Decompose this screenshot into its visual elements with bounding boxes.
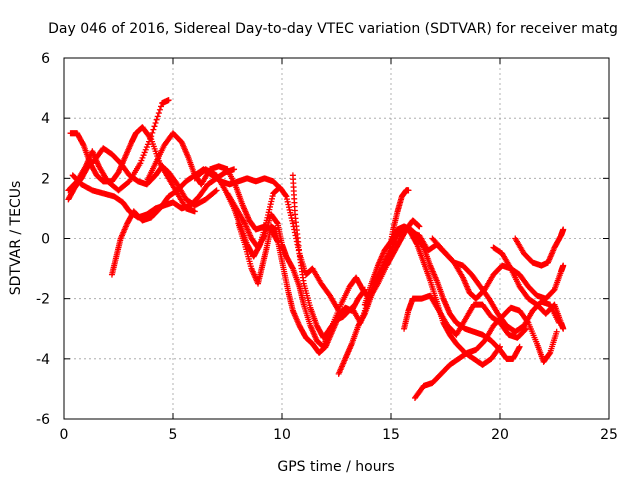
axis-ticks: 0 5 10 15 20 25 -6 -4 -2 0 2 4 6 bbox=[36, 51, 618, 443]
data-point-marker bbox=[139, 154, 146, 161]
data-point-marker bbox=[560, 325, 567, 332]
data-point-marker bbox=[287, 209, 294, 216]
data-point-marker bbox=[149, 129, 156, 136]
x-tick-label: 25 bbox=[600, 427, 618, 443]
data-point-marker bbox=[515, 345, 522, 352]
data-point-marker bbox=[283, 193, 290, 200]
data-point-marker bbox=[138, 157, 145, 164]
data-point-marker bbox=[231, 166, 238, 173]
series-arc-14 bbox=[401, 292, 530, 341]
data-point-marker bbox=[285, 204, 292, 211]
data-point-marker bbox=[153, 116, 160, 123]
data-point-marker bbox=[285, 201, 292, 208]
series-arc-9 bbox=[235, 220, 368, 356]
data-point-marker bbox=[144, 141, 151, 148]
data-point-marker bbox=[155, 110, 162, 117]
series-arc-3 bbox=[65, 145, 220, 209]
data-point-marker bbox=[79, 141, 86, 148]
data-point-marker bbox=[560, 226, 567, 233]
data-point-marker bbox=[212, 188, 219, 195]
data-point-marker bbox=[516, 343, 523, 350]
data-point-marker bbox=[137, 160, 144, 167]
data-point-marker bbox=[165, 97, 172, 104]
data-point-marker bbox=[294, 241, 301, 248]
data-point-marker bbox=[143, 144, 150, 151]
y-tick-label: 0 bbox=[41, 232, 50, 248]
data-point-marker bbox=[553, 328, 560, 335]
chart-title: Day 046 of 2016, Sidereal Day-to-day VTE… bbox=[48, 21, 618, 37]
data-point-marker bbox=[266, 206, 273, 213]
x-tick-label: 10 bbox=[273, 427, 291, 443]
data-point-marker bbox=[147, 135, 154, 142]
data-marks bbox=[65, 97, 567, 401]
data-point-marker bbox=[361, 311, 368, 318]
data-point-marker bbox=[268, 195, 275, 202]
grid bbox=[64, 58, 609, 419]
data-point-marker bbox=[289, 264, 296, 271]
data-point-marker bbox=[267, 203, 274, 210]
data-point-marker bbox=[267, 201, 274, 208]
data-point-marker bbox=[289, 217, 296, 224]
data-point-marker bbox=[158, 103, 165, 110]
data-point-marker bbox=[496, 345, 503, 352]
x-tick-label: 15 bbox=[382, 427, 400, 443]
data-point-marker bbox=[273, 219, 280, 226]
y-tick-label: -6 bbox=[36, 412, 50, 428]
data-point-marker bbox=[284, 196, 291, 203]
data-point-marker bbox=[151, 123, 158, 130]
data-point-marker bbox=[522, 326, 529, 333]
series-arc-7 bbox=[191, 166, 342, 314]
data-point-marker bbox=[268, 198, 275, 205]
data-point-marker bbox=[497, 343, 503, 350]
series-arc-2 bbox=[67, 124, 198, 215]
y-tick-label: 2 bbox=[41, 171, 50, 187]
series-arc-5 bbox=[108, 166, 285, 278]
y-tick-label: 6 bbox=[41, 51, 50, 67]
x-tick-label: 5 bbox=[169, 427, 178, 443]
data-point-marker bbox=[142, 146, 149, 153]
series-arc-17 bbox=[429, 235, 567, 302]
y-axis-label: SDTVAR / TECUs bbox=[8, 181, 24, 296]
data-point-marker bbox=[524, 318, 531, 325]
data-point-marker bbox=[546, 350, 553, 357]
data-point-marker bbox=[405, 187, 412, 194]
y-tick-label: -4 bbox=[36, 352, 50, 368]
data-point-marker bbox=[150, 126, 157, 133]
data-point-marker bbox=[213, 187, 220, 194]
x-tick-label: 20 bbox=[491, 427, 509, 443]
data-point-marker bbox=[191, 208, 198, 215]
data-point-marker bbox=[260, 233, 267, 240]
y-tick-label: 4 bbox=[41, 111, 50, 127]
series-arc-6 bbox=[143, 130, 281, 245]
series-arc-16 bbox=[411, 304, 560, 401]
data-point-marker bbox=[413, 240, 420, 247]
series-arc-10 bbox=[289, 172, 423, 341]
data-point-marker bbox=[156, 106, 163, 113]
data-point-marker bbox=[560, 262, 567, 269]
data-point-marker bbox=[416, 223, 423, 230]
y-tick-label: -2 bbox=[36, 292, 50, 308]
data-point-marker bbox=[269, 193, 276, 200]
data-point-marker bbox=[286, 206, 293, 213]
x-axis-label: GPS time / hours bbox=[277, 459, 394, 475]
data-point-marker bbox=[152, 119, 159, 126]
series-arc-13 bbox=[385, 187, 412, 257]
x-tick-label: 0 bbox=[60, 427, 69, 443]
data-point-marker bbox=[289, 220, 296, 227]
data-point-marker bbox=[284, 198, 291, 205]
data-point-marker bbox=[328, 323, 335, 330]
data-point-marker bbox=[140, 152, 147, 159]
data-point-marker bbox=[287, 212, 294, 219]
data-point-marker bbox=[282, 192, 289, 199]
data-point-marker bbox=[141, 149, 148, 156]
plot-frame bbox=[63, 57, 610, 420]
series-arc-19 bbox=[512, 226, 567, 269]
series-arc-12 bbox=[361, 223, 503, 368]
data-point-marker bbox=[154, 113, 161, 120]
series-arc-18 bbox=[490, 244, 567, 332]
